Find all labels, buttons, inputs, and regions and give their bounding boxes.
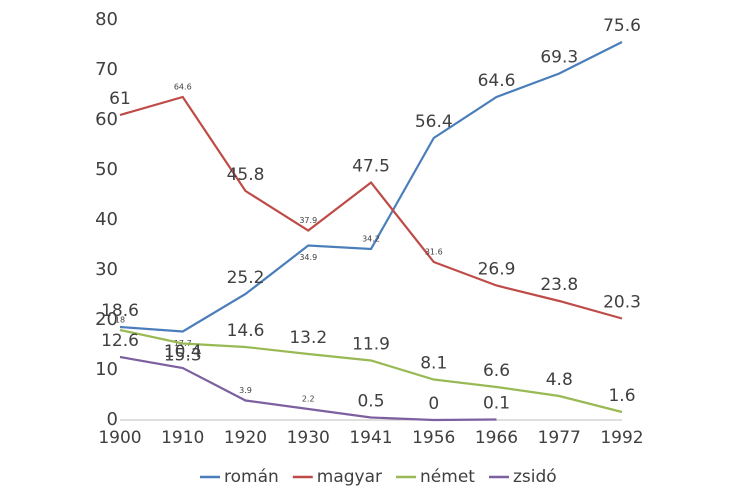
series-line bbox=[119, 328, 623, 414]
series-line bbox=[119, 41, 623, 333]
data-label: 45.8 bbox=[227, 165, 265, 185]
data-label: 3.9 bbox=[239, 386, 252, 395]
y-tick-label: 60 bbox=[95, 109, 118, 130]
data-label: 34.2 bbox=[362, 235, 380, 244]
data-label: 69.3 bbox=[540, 48, 578, 68]
data-label: 23.8 bbox=[540, 275, 578, 295]
data-label: 13.2 bbox=[289, 328, 327, 348]
y-tick-label: 70 bbox=[95, 59, 118, 80]
y-tick-label: 80 bbox=[95, 9, 118, 30]
data-label: 18 bbox=[115, 316, 125, 325]
data-label: 15.3 bbox=[164, 346, 202, 366]
data-label: 6.6 bbox=[483, 361, 510, 381]
data-label: 2.2 bbox=[302, 395, 315, 404]
data-label: 64.6 bbox=[478, 71, 516, 91]
x-tick-label: 1966 bbox=[475, 428, 518, 448]
data-label: 18.6 bbox=[101, 301, 139, 321]
data-label: 10.4 bbox=[164, 342, 202, 362]
data-label: 0.5 bbox=[357, 392, 384, 412]
legend-label: magyar bbox=[317, 467, 382, 487]
x-tick-label: 1920 bbox=[224, 428, 267, 448]
data-label: 20.3 bbox=[603, 293, 641, 313]
legend-label: román bbox=[224, 467, 279, 487]
y-tick-label: 10 bbox=[95, 359, 118, 380]
data-label: 14.6 bbox=[227, 321, 265, 341]
data-label: 61 bbox=[109, 89, 131, 109]
x-tick-label: 1977 bbox=[538, 428, 581, 448]
data-label: 34.9 bbox=[299, 253, 317, 262]
data-label: 25.2 bbox=[227, 268, 265, 288]
data-label: 31.6 bbox=[425, 248, 443, 257]
x-tick-label: 1930 bbox=[287, 428, 330, 448]
y-tick-label: 0 bbox=[107, 409, 118, 430]
series-line bbox=[119, 95, 623, 320]
y-tick-label: 50 bbox=[95, 159, 118, 180]
data-label: 4.8 bbox=[546, 370, 573, 390]
y-tick-label: 40 bbox=[95, 209, 118, 230]
legend-label: német bbox=[420, 467, 475, 487]
data-label: 47.5 bbox=[352, 157, 390, 177]
data-label: 12.6 bbox=[101, 331, 139, 351]
y-tick-label: 20 bbox=[95, 309, 118, 330]
x-tick-label: 1900 bbox=[98, 428, 141, 448]
data-label: 11.9 bbox=[352, 335, 390, 355]
data-label: 8.1 bbox=[420, 354, 447, 374]
y-tick-label: 30 bbox=[95, 259, 118, 280]
series-line bbox=[119, 355, 497, 422]
data-label: 56.4 bbox=[415, 112, 453, 132]
x-tick-label: 1992 bbox=[600, 428, 643, 448]
data-label: 0.1 bbox=[483, 394, 510, 414]
data-label: 0 bbox=[428, 394, 439, 414]
legend-label: zsidó bbox=[513, 467, 557, 487]
data-label: 64.6 bbox=[174, 83, 192, 92]
data-label: 75.6 bbox=[603, 16, 641, 36]
x-tick-label: 1956 bbox=[412, 428, 455, 448]
x-tick-label: 1941 bbox=[349, 428, 392, 448]
x-tick-label: 1910 bbox=[161, 428, 204, 448]
data-label: 37.9 bbox=[299, 216, 317, 225]
data-label: 26.9 bbox=[478, 260, 516, 280]
data-label: 1.6 bbox=[608, 386, 635, 406]
